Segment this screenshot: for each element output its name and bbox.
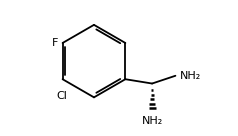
Text: NH₂: NH₂	[141, 116, 163, 126]
Text: NH₂: NH₂	[180, 71, 201, 81]
Text: F: F	[52, 38, 59, 48]
Text: Cl: Cl	[56, 91, 67, 101]
